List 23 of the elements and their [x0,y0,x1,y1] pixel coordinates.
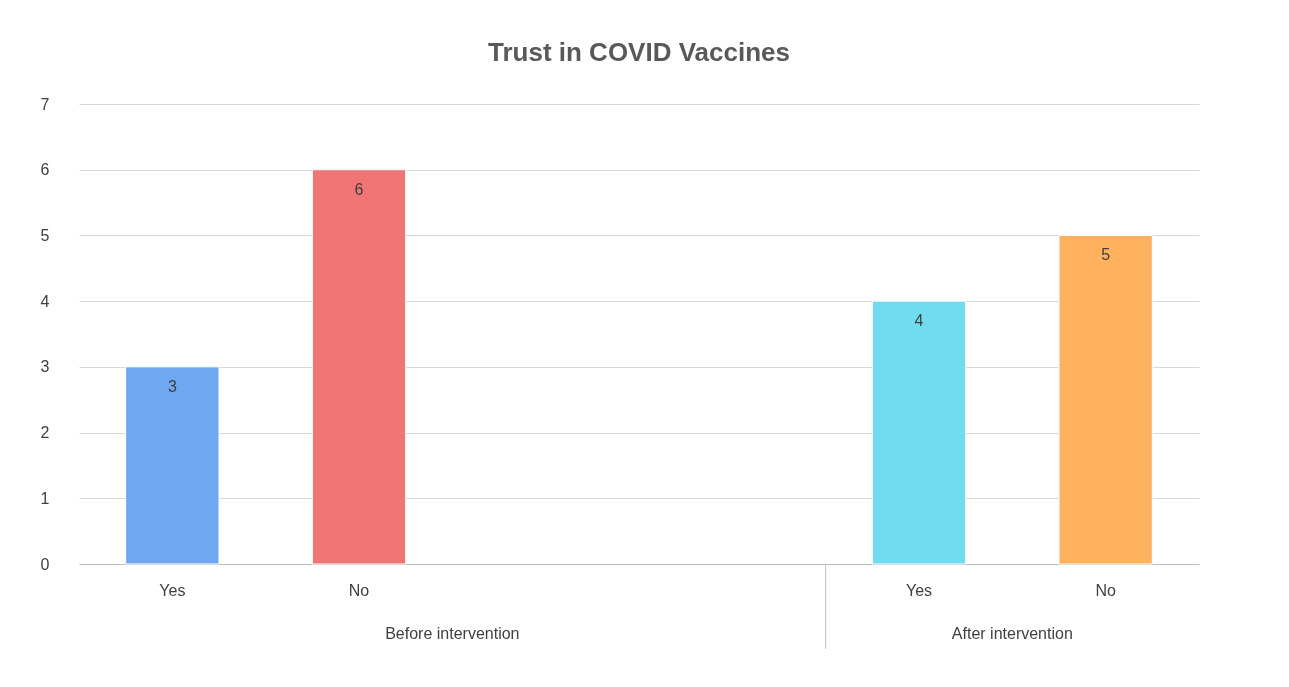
data-label: 4 [914,312,924,330]
x-tick-label: Yes [905,581,933,599]
x-tick-label: Yes [159,581,186,599]
x-tick-label: No [348,581,370,599]
text: Before intervention [385,625,520,642]
text: After intervention [951,625,1073,642]
y-tick-label: 0 [40,555,50,573]
chart-title: Trust in COVID Vaccines [488,37,790,67]
data-label: 3 [167,377,177,395]
y-tick-label: 5 [40,226,50,244]
bar [311,169,407,565]
y-tick-label: 3 [40,358,50,376]
bar [125,366,220,565]
bar [871,300,967,565]
y-tick-label: 6 [40,161,50,179]
bar [1058,234,1153,565]
y-tick-label: 2 [40,424,50,442]
data-label: 5 [1101,246,1111,264]
x-tick-label: No [1095,581,1116,599]
y-tick-label: 4 [40,292,50,310]
data-label: 6 [354,180,364,198]
y-tick-label: 7 [40,95,50,113]
y-tick-label: 1 [40,489,50,507]
